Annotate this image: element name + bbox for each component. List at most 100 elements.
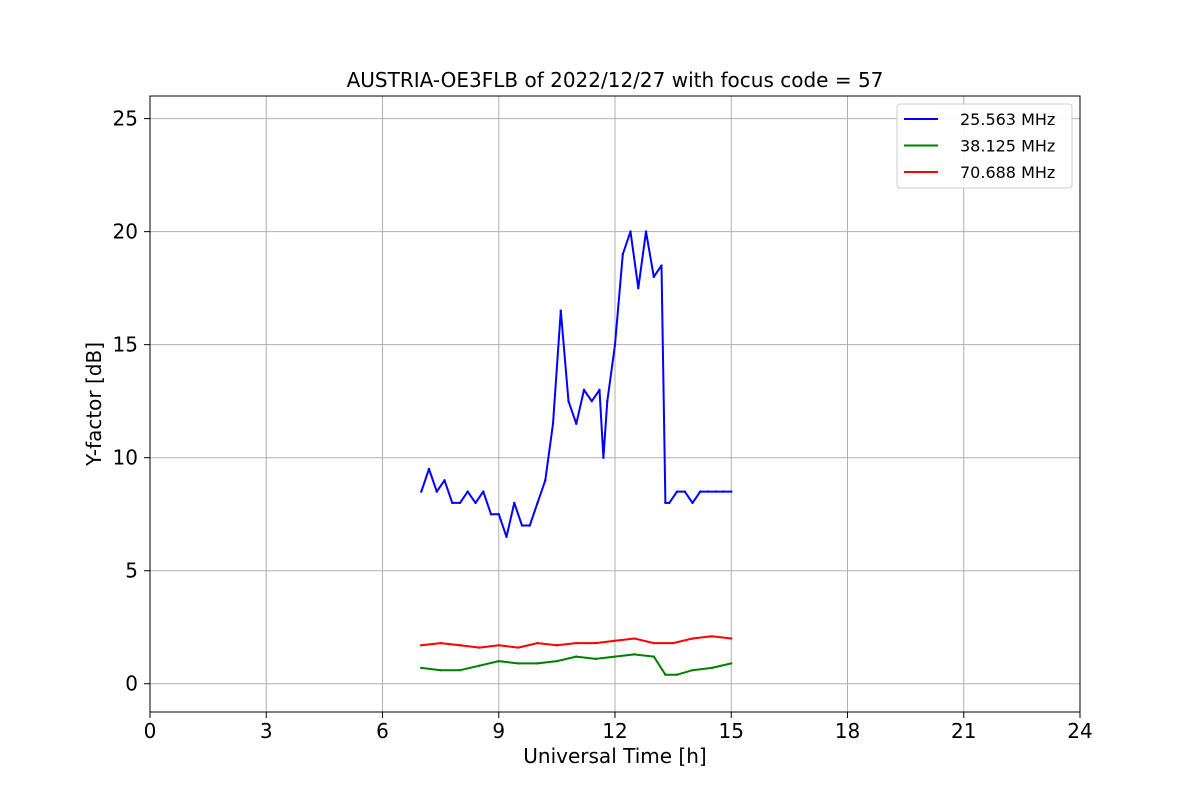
y-tick-label: 15 xyxy=(113,333,138,357)
data-point xyxy=(536,662,539,665)
data-point xyxy=(435,490,438,493)
data-point xyxy=(458,668,462,672)
data-point xyxy=(664,501,667,505)
data-point xyxy=(602,456,605,459)
y-tick-label: 10 xyxy=(113,446,138,470)
series-1 xyxy=(420,653,733,676)
x-tick-label: 9 xyxy=(492,719,505,743)
data-point xyxy=(551,422,555,425)
series-line xyxy=(421,653,732,676)
data-point xyxy=(637,286,640,290)
data-point xyxy=(675,673,679,676)
data-point xyxy=(683,490,686,493)
data-point xyxy=(497,659,500,663)
data-point xyxy=(482,490,485,493)
data-point xyxy=(420,644,423,647)
data-point xyxy=(439,641,442,645)
data-point xyxy=(458,501,462,505)
data-point xyxy=(633,653,636,656)
data-point xyxy=(652,655,655,658)
data-point xyxy=(478,664,481,667)
data-point xyxy=(714,490,717,493)
data-point xyxy=(699,490,702,493)
x-tick-label: 12 xyxy=(602,719,627,743)
data-point xyxy=(598,388,601,392)
data-point xyxy=(420,490,423,493)
data-point xyxy=(497,644,500,647)
data-point xyxy=(536,641,539,645)
data-point xyxy=(582,388,586,392)
x-tick-label: 3 xyxy=(260,719,273,743)
x-tick-label: 15 xyxy=(719,719,744,743)
data-point xyxy=(590,399,593,403)
data-point xyxy=(613,639,617,642)
data-point xyxy=(652,275,655,279)
data-point xyxy=(691,637,694,640)
y-axis-label: Y-factor [dB] xyxy=(82,342,106,467)
data-point xyxy=(691,668,694,672)
data-point xyxy=(443,479,446,482)
data-point xyxy=(730,490,733,493)
data-point xyxy=(629,230,632,233)
data-point xyxy=(489,513,493,516)
legend-label: 70.688 MHz xyxy=(960,163,1055,182)
data-point xyxy=(505,535,508,539)
data-point xyxy=(474,501,477,505)
x-axis-label: Universal Time [h] xyxy=(523,744,706,768)
data-point xyxy=(730,637,733,640)
data-point xyxy=(691,501,694,505)
data-point xyxy=(427,467,431,471)
data-point xyxy=(675,490,679,493)
legend-box xyxy=(896,103,1073,189)
data-point xyxy=(652,641,655,645)
data-point xyxy=(606,399,609,403)
data-point xyxy=(520,524,524,527)
data-point xyxy=(466,490,469,493)
data-point xyxy=(497,513,500,516)
data-point xyxy=(660,264,663,267)
data-point xyxy=(621,253,624,256)
data-point xyxy=(555,659,559,663)
y-tick-label: 25 xyxy=(113,107,138,131)
data-point xyxy=(730,662,733,665)
data-point xyxy=(516,662,520,665)
data-point xyxy=(528,524,531,527)
data-point xyxy=(451,501,454,505)
data-point xyxy=(559,309,562,312)
data-point xyxy=(536,501,539,505)
data-point xyxy=(613,655,617,658)
data-point xyxy=(671,641,675,645)
y-tick-label: 0 xyxy=(125,672,138,696)
data-point xyxy=(575,422,578,425)
data-point xyxy=(555,644,559,647)
data-point xyxy=(439,668,442,672)
data-point xyxy=(613,343,617,346)
data-point xyxy=(458,644,462,647)
data-point xyxy=(575,655,578,658)
data-point xyxy=(668,501,671,505)
ticks: 0 3 6 9 12 15 18 21 24 0 5 10 15 20 25 xyxy=(113,107,1093,743)
data-point xyxy=(513,501,516,505)
data-point xyxy=(706,490,710,493)
legend-label: 25.563 MHz xyxy=(960,110,1055,129)
data-point xyxy=(544,479,547,482)
chart-title: AUSTRIA-OE3FLB of 2022/12/27 with focus … xyxy=(347,68,884,92)
x-tick-label: 6 xyxy=(376,719,389,743)
data-point xyxy=(633,637,636,640)
x-tick-label: 24 xyxy=(1067,719,1092,743)
data-point xyxy=(567,399,570,403)
legend-label: 38.125 MHz xyxy=(960,137,1055,156)
data-point xyxy=(710,666,714,670)
legend: 25.563 MHz 38.125 MHz 70.688 MHz xyxy=(896,103,1073,189)
data-point xyxy=(575,641,578,645)
y-tick-label: 5 xyxy=(125,559,138,583)
series-0 xyxy=(420,230,733,539)
data-point xyxy=(516,646,520,649)
data-point xyxy=(722,490,725,493)
x-tick-label: 18 xyxy=(835,719,860,743)
data-point xyxy=(594,641,597,645)
data-point xyxy=(644,230,648,233)
data-point xyxy=(594,657,597,661)
y-tick-label: 20 xyxy=(113,220,138,244)
